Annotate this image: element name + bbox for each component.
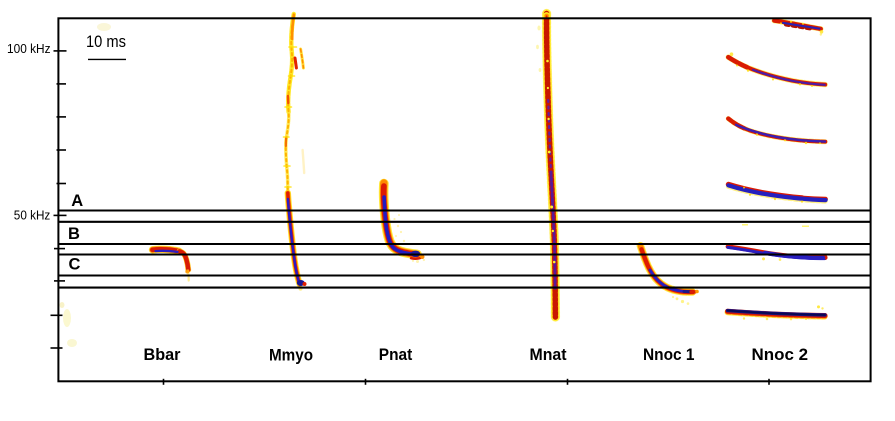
svg-text:C: C — [69, 255, 81, 273]
svg-text:Mnat: Mnat — [530, 346, 567, 364]
svg-text:Bbar: Bbar — [144, 346, 182, 364]
svg-text:Pnat: Pnat — [379, 346, 413, 364]
svg-text:A: A — [71, 192, 83, 210]
svg-text:10 ms: 10 ms — [86, 33, 126, 51]
svg-text:Nnoc 2: Nnoc 2 — [752, 346, 809, 364]
svg-text:Mmyo: Mmyo — [269, 346, 313, 364]
svg-text:B: B — [68, 225, 80, 243]
svg-text:50 kHz: 50 kHz — [14, 209, 51, 223]
svg-text:Nnoc 1: Nnoc 1 — [643, 346, 695, 364]
svg-text:100 kHz: 100 kHz — [7, 42, 51, 56]
